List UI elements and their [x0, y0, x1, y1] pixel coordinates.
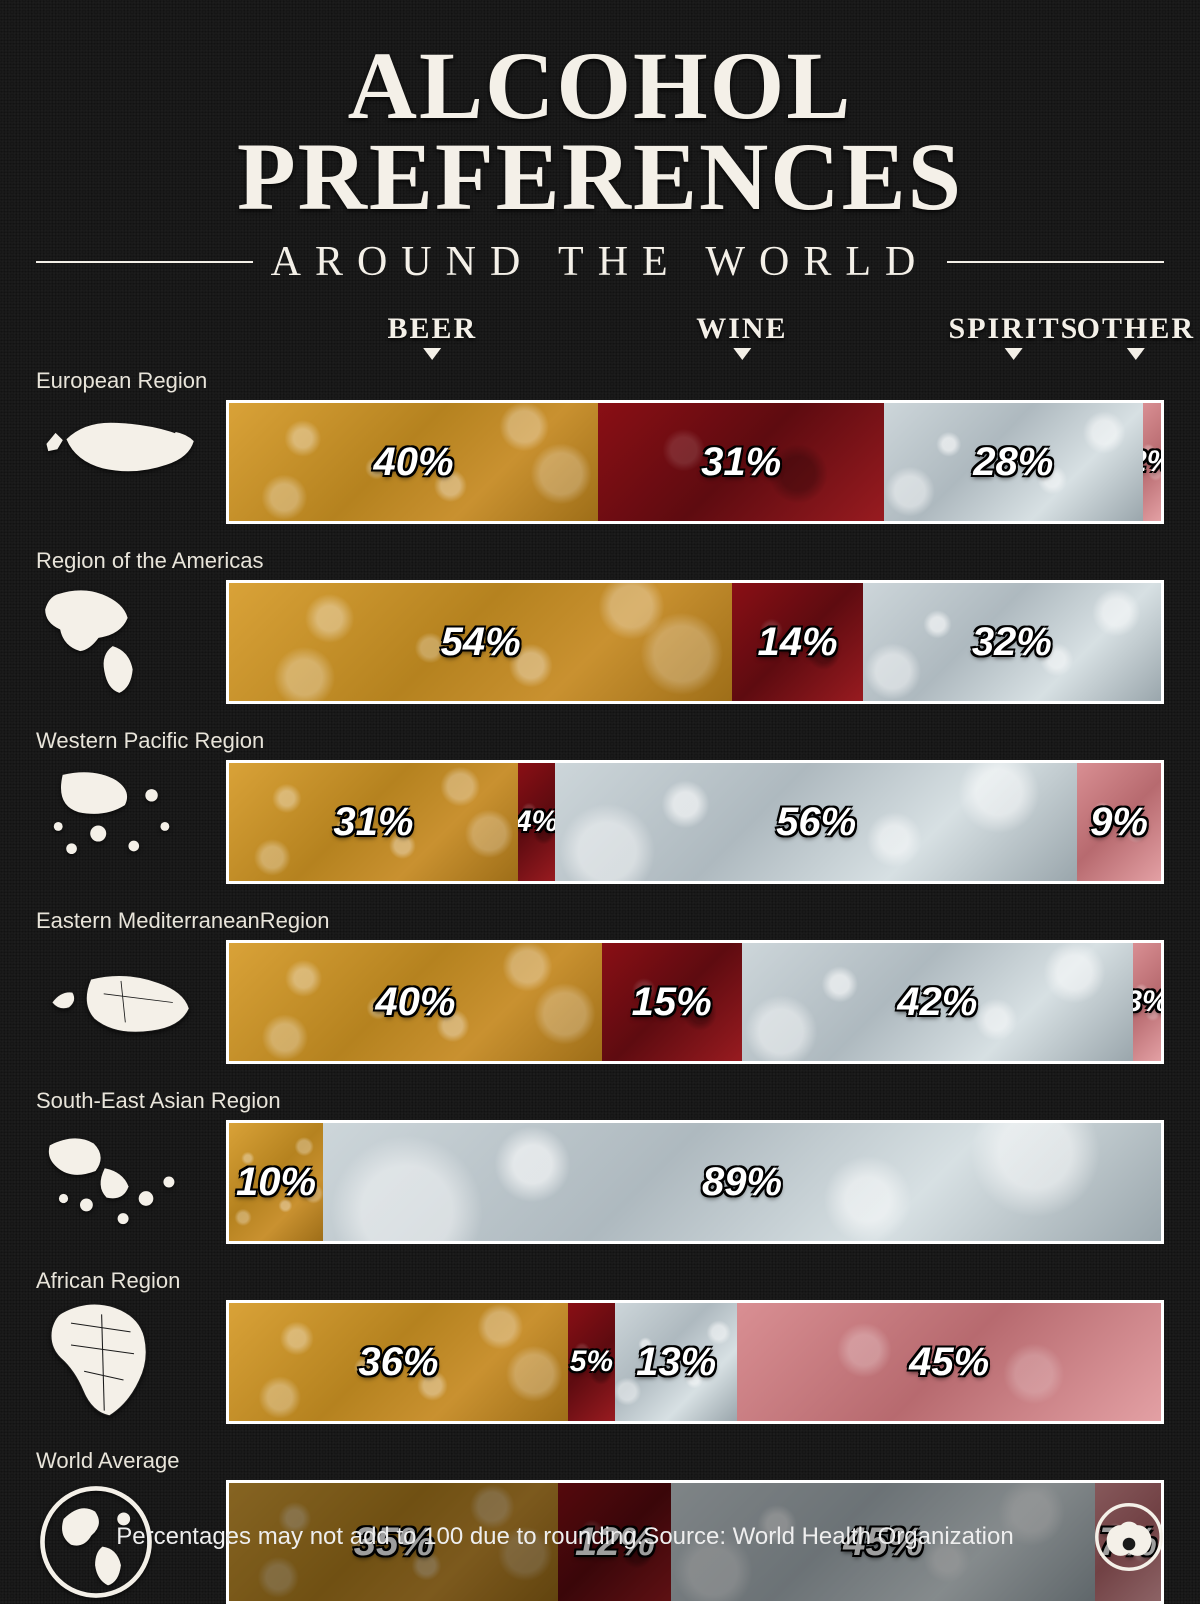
- region-row-body: 36% 5% 13% 45%: [36, 1300, 1164, 1424]
- segment-value: 28%: [973, 440, 1053, 485]
- region-map-icon: [36, 1120, 226, 1244]
- bar-segment-beer: 40%: [229, 403, 598, 521]
- bar-segment-spirits: 89%: [323, 1123, 1161, 1241]
- bar-segment-wine: 4%: [518, 763, 555, 881]
- footer: Percentages may not add to 100 due to ro…: [36, 1502, 1164, 1572]
- segment-value: 40%: [375, 980, 455, 1025]
- region-label: World Average: [36, 1448, 1164, 1474]
- region-label: Region of the Americas: [36, 548, 1164, 574]
- bar-segment-wine: 5%: [568, 1303, 615, 1421]
- segment-value: 36%: [358, 1340, 438, 1385]
- category-label-spirits: SPIRITS: [949, 312, 1080, 360]
- region-label: European Region: [36, 368, 1164, 394]
- region-row-body: 31% 4% 56% 9%: [36, 760, 1164, 884]
- segment-value: 45%: [909, 1340, 989, 1385]
- segment-value: 3%: [1133, 985, 1161, 1019]
- region-row: European Region 40% 31% 28% 2%: [36, 368, 1164, 524]
- category-header-row: BEER WINE SPIRITS OTHER: [226, 312, 1164, 362]
- stacked-bar: 40% 15% 42% 3%: [226, 940, 1164, 1064]
- bar-segment-other: 9%: [1077, 763, 1161, 881]
- bar-segment-beer: 36%: [229, 1303, 568, 1421]
- segment-value: 13%: [636, 1340, 716, 1385]
- segment-value: 89%: [702, 1160, 782, 1205]
- segment-value: 42%: [897, 980, 977, 1025]
- bar-segment-wine: 15%: [602, 943, 742, 1061]
- decorative-line-right: [947, 261, 1164, 263]
- region-row-body: 54% 14% 32%: [36, 580, 1164, 704]
- region-row: Eastern MediterraneanRegion 40% 15% 42% 3%: [36, 908, 1164, 1064]
- segment-value: 9%: [1090, 800, 1148, 845]
- region-label: South-East Asian Region: [36, 1088, 1164, 1114]
- region-row: Region of the Americas 54% 14% 32%: [36, 548, 1164, 704]
- category-label-wine: WINE: [696, 312, 787, 360]
- region-map-icon: [36, 580, 226, 704]
- segment-value: 5%: [570, 1345, 613, 1379]
- region-row: Western Pacific Region 31% 4% 56% 9%: [36, 728, 1164, 884]
- chart-area: BEER WINE SPIRITS OTHER European Region 4…: [36, 312, 1164, 1604]
- segment-value: 32%: [972, 620, 1052, 665]
- region-map-icon: [36, 400, 226, 524]
- segment-value: 40%: [374, 440, 454, 485]
- bar-segment-spirits: 28%: [884, 403, 1142, 521]
- region-row-body: 10% 89%: [36, 1120, 1164, 1244]
- region-label: Western Pacific Region: [36, 728, 1164, 754]
- region-row: South-East Asian Region 10% 89%: [36, 1088, 1164, 1244]
- stacked-bar: 36% 5% 13% 45%: [226, 1300, 1164, 1424]
- source-logo-icon: [1094, 1502, 1164, 1572]
- decorative-line-left: [36, 261, 253, 263]
- bar-segment-spirits: 13%: [615, 1303, 737, 1421]
- rows-container: European Region 40% 31% 28% 2% Region of the …: [36, 368, 1164, 1604]
- bar-segment-beer: 10%: [229, 1123, 323, 1241]
- category-label-other: OTHER: [1077, 312, 1195, 360]
- subtitle-row: AROUND THE WORLD: [36, 238, 1164, 286]
- region-map-icon: [36, 1300, 226, 1424]
- region-label: Eastern MediterraneanRegion: [36, 908, 1164, 934]
- stacked-bar: 54% 14% 32%: [226, 580, 1164, 704]
- segment-value: 14%: [757, 620, 837, 665]
- region-map-icon: [36, 940, 226, 1064]
- category-label-beer: BEER: [388, 312, 478, 360]
- segment-value: 4%: [518, 805, 555, 839]
- segment-value: 56%: [776, 800, 856, 845]
- region-row-body: 40% 15% 42% 3%: [36, 940, 1164, 1064]
- bar-segment-wine: 14%: [732, 583, 862, 701]
- bar-segment-spirits: 42%: [742, 943, 1133, 1061]
- region-row: African Region 36% 5% 13% 45%: [36, 1268, 1164, 1424]
- segment-value: 15%: [632, 980, 712, 1025]
- bar-segment-spirits: 32%: [863, 583, 1161, 701]
- page-subtitle: AROUND THE WORLD: [271, 238, 930, 286]
- region-map-icon: [36, 760, 226, 884]
- bar-segment-beer: 31%: [229, 763, 518, 881]
- bar-segment-beer: 54%: [229, 583, 732, 701]
- bar-segment-wine: 31%: [598, 403, 884, 521]
- region-label: African Region: [36, 1268, 1164, 1294]
- segment-value: 31%: [701, 440, 781, 485]
- stacked-bar: 31% 4% 56% 9%: [226, 760, 1164, 884]
- page-title: ALCOHOL PREFERENCES: [36, 40, 1164, 222]
- segment-value: 10%: [236, 1160, 316, 1205]
- region-row-body: 40% 31% 28% 2%: [36, 400, 1164, 524]
- segment-value: 54%: [441, 620, 521, 665]
- bar-segment-spirits: 56%: [555, 763, 1077, 881]
- bar-segment-beer: 40%: [229, 943, 602, 1061]
- bar-segment-other: 2%: [1143, 403, 1161, 521]
- segment-value: 2%: [1143, 445, 1161, 479]
- bar-segment-other: 3%: [1133, 943, 1161, 1061]
- segment-value: 31%: [333, 800, 413, 845]
- footnote-text: Percentages may not add to 100 due to ro…: [36, 1523, 1094, 1551]
- bar-segment-other: 45%: [737, 1303, 1161, 1421]
- stacked-bar: 10% 89%: [226, 1120, 1164, 1244]
- stacked-bar: 40% 31% 28% 2%: [226, 400, 1164, 524]
